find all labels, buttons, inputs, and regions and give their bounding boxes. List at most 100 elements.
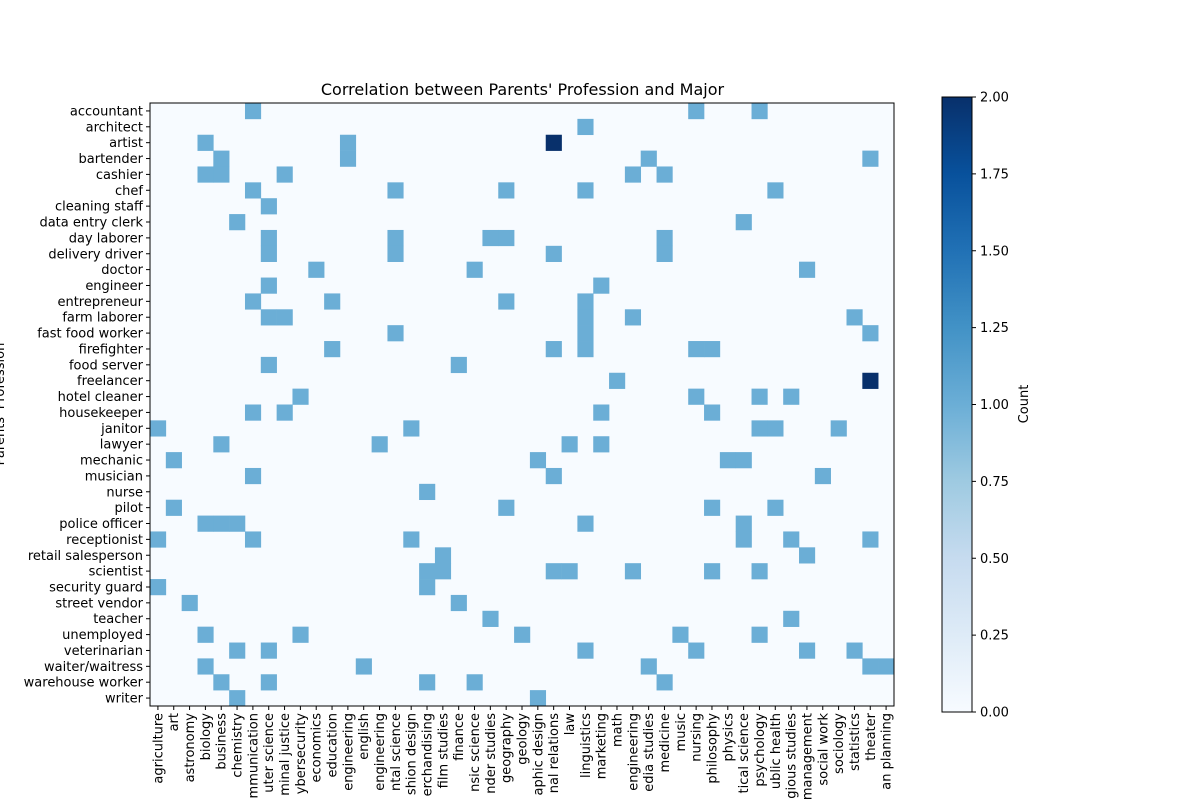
y-tick-label: street vendor <box>55 596 143 611</box>
heatmap-cell <box>656 674 673 691</box>
x-tick-label: medicine <box>658 713 673 773</box>
x-tick-label: geology <box>516 713 531 765</box>
heatmap-cell <box>403 531 420 548</box>
heatmap-cell <box>419 579 436 596</box>
heatmap-cell <box>165 499 182 516</box>
heatmap-cell <box>450 594 467 612</box>
heatmap-cell <box>672 626 689 643</box>
heatmap-cell <box>577 341 594 358</box>
heatmap-cell <box>577 515 594 532</box>
colorbar-label: Count <box>1017 385 1032 424</box>
heatmap-cell <box>498 293 515 310</box>
heatmap-cell <box>324 293 341 310</box>
heatmap-cell <box>466 261 483 278</box>
x-tick-label: english <box>357 713 372 760</box>
y-tick-label: police officer <box>59 517 143 532</box>
x-tick-label: music <box>674 713 689 751</box>
y-tick-label: accountant <box>70 104 143 119</box>
y-tick-label: firefighter <box>79 342 144 357</box>
x-tick-label: agriculture <box>151 713 166 784</box>
heatmap-cell <box>783 388 800 405</box>
heatmap-cell <box>862 531 879 548</box>
heatmap-cell <box>419 483 436 501</box>
heatmap-cell <box>529 452 547 469</box>
heatmap-cell <box>213 166 230 183</box>
heatmap-cell <box>719 452 736 469</box>
x-tick-label: statistics <box>848 713 863 771</box>
heatmap-cell <box>260 245 277 262</box>
heatmap-cell <box>577 293 594 310</box>
heatmap-cell <box>165 452 182 469</box>
y-tick-label: nurse <box>106 485 143 500</box>
x-tick-label: math <box>610 713 625 747</box>
heatmap-cell <box>704 404 721 421</box>
colorbar-tick-label: 1.25 <box>980 321 1009 336</box>
heatmap-cell <box>735 214 752 231</box>
heatmap-cell <box>609 372 626 389</box>
heatmap-cell <box>514 626 531 643</box>
heatmap-cell <box>751 420 768 437</box>
heatmap-cell <box>704 563 721 580</box>
heatmap-cell <box>213 515 230 532</box>
x-tick-label: nal relations <box>547 713 562 793</box>
heatmap-cell <box>593 277 610 294</box>
y-tick-label: receptionist <box>66 533 143 548</box>
x-tick-label: social work <box>816 713 831 786</box>
heatmap-cell <box>260 309 277 326</box>
heatmap-cell <box>498 499 515 516</box>
heatmap-cell <box>244 467 262 485</box>
heatmap-cell <box>181 594 198 612</box>
heatmap-cell <box>688 388 705 405</box>
y-tick-label: doctor <box>101 263 143 278</box>
heatmap-cell <box>593 404 610 421</box>
x-tick-label: theater <box>864 712 879 760</box>
x-tick-label: engineering <box>373 713 388 791</box>
heatmap-cell <box>229 515 246 532</box>
x-tick-label: ublic health <box>769 713 784 789</box>
colorbar-ticks: 0.00 0.25 0.50 0.75 1.00 1.25 1.50 1.75 2.00 <box>972 91 1009 721</box>
heatmap-cell <box>704 341 721 358</box>
y-tick-label: food server <box>69 358 144 373</box>
heatmap-cell <box>276 404 293 421</box>
y-tick-label: scientist <box>89 565 143 580</box>
y-tick-label: entrepreneur <box>57 295 143 310</box>
y-tick-label: lawyer <box>100 438 144 453</box>
heatmap-cell <box>545 563 562 580</box>
heatmap-cell <box>561 436 578 453</box>
heatmap-cell <box>799 261 816 278</box>
heatmap-cell <box>197 166 214 183</box>
x-tick-label: engineering <box>626 713 641 791</box>
heatmap-cell <box>150 579 167 596</box>
y-tick-label: unemployed <box>62 628 143 643</box>
heatmap-cell <box>783 610 800 627</box>
heatmap-cell <box>434 547 452 564</box>
x-tick-label: management <box>800 713 815 800</box>
heatmap-cell <box>767 182 784 199</box>
heatmap-cell <box>276 309 293 326</box>
x-tick-label: ybersecurity <box>294 713 309 794</box>
heatmap-cell <box>244 182 262 199</box>
x-tick-label: marketing <box>595 713 610 779</box>
heatmap-cell <box>260 356 277 374</box>
chart-title: Correlation between Parents' Profession … <box>321 80 725 99</box>
x-tick-label: physics <box>721 713 736 762</box>
heatmap-cell <box>878 658 895 675</box>
heatmap-cell <box>688 642 705 659</box>
heatmap-cell <box>197 515 214 532</box>
y-tick-label: fast food worker <box>37 327 143 342</box>
heatmap-cell <box>862 150 879 167</box>
x-tick-label: shion design <box>405 713 420 795</box>
heatmap-cell <box>640 150 657 167</box>
x-tick-label: nder studies <box>484 713 499 794</box>
heatmap-cell <box>656 245 673 262</box>
x-tick-label: philosophy <box>705 713 720 784</box>
heatmap-cell <box>197 626 214 643</box>
y-tick-label: cashier <box>96 168 144 183</box>
x-tick-label: uter science <box>262 713 277 793</box>
heatmap-cell <box>767 499 784 516</box>
x-tick-label: nsic science <box>468 713 483 792</box>
heatmap-cell <box>498 229 515 247</box>
heatmap-cell <box>213 674 230 691</box>
heatmap-cell <box>197 134 214 151</box>
heatmap-cell <box>529 690 547 707</box>
